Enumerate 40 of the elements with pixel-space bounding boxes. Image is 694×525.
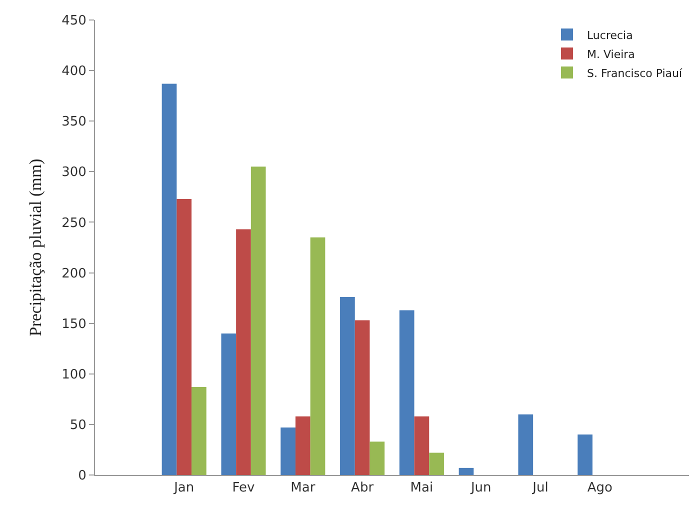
y-tick-label: 150 [62, 316, 86, 332]
legend-label: S. Francisco Piauí [587, 66, 684, 80]
y-tick-label: 50 [70, 418, 86, 433]
x-tick-label: Jun [470, 480, 492, 496]
bar [162, 84, 177, 475]
x-tick-label: Jul [532, 480, 548, 496]
bar [399, 310, 414, 475]
bar [280, 427, 296, 475]
bar [518, 414, 534, 475]
y-tick-label: 200 [62, 266, 86, 282]
y-axis-title: Precipitação pluvial (mm) [26, 158, 46, 336]
y-tick-label: 450 [62, 14, 86, 29]
bar [458, 468, 474, 475]
bar [310, 237, 326, 475]
y-tick-label: 250 [62, 216, 86, 231]
bar [370, 442, 385, 475]
bar [295, 416, 310, 475]
x-tick-label: Mar [290, 480, 316, 496]
legend-label: M. Vieira [587, 48, 635, 61]
bar [340, 297, 355, 475]
bar [176, 198, 192, 475]
x-tick-label: Fev [232, 480, 256, 496]
x-tick-label: Abr [351, 480, 374, 496]
x-tick-label: Mai [410, 480, 434, 496]
bar [429, 452, 444, 475]
bar [354, 320, 370, 475]
y-tick-label: 100 [62, 367, 86, 382]
x-tick-label: Ago [587, 480, 612, 496]
bar [221, 333, 236, 475]
y-tick-label: 0 [78, 468, 86, 484]
x-tick-label: Jan [173, 480, 194, 496]
bar [578, 434, 592, 475]
y-tick-label: 350 [62, 114, 86, 130]
bar [414, 416, 430, 475]
bar [250, 166, 266, 475]
legend-label: Lucrecia [587, 28, 633, 42]
y-tick-label: 400 [62, 64, 86, 80]
bar [236, 229, 251, 475]
bar [192, 387, 206, 475]
y-tick-label: 300 [62, 165, 86, 180]
